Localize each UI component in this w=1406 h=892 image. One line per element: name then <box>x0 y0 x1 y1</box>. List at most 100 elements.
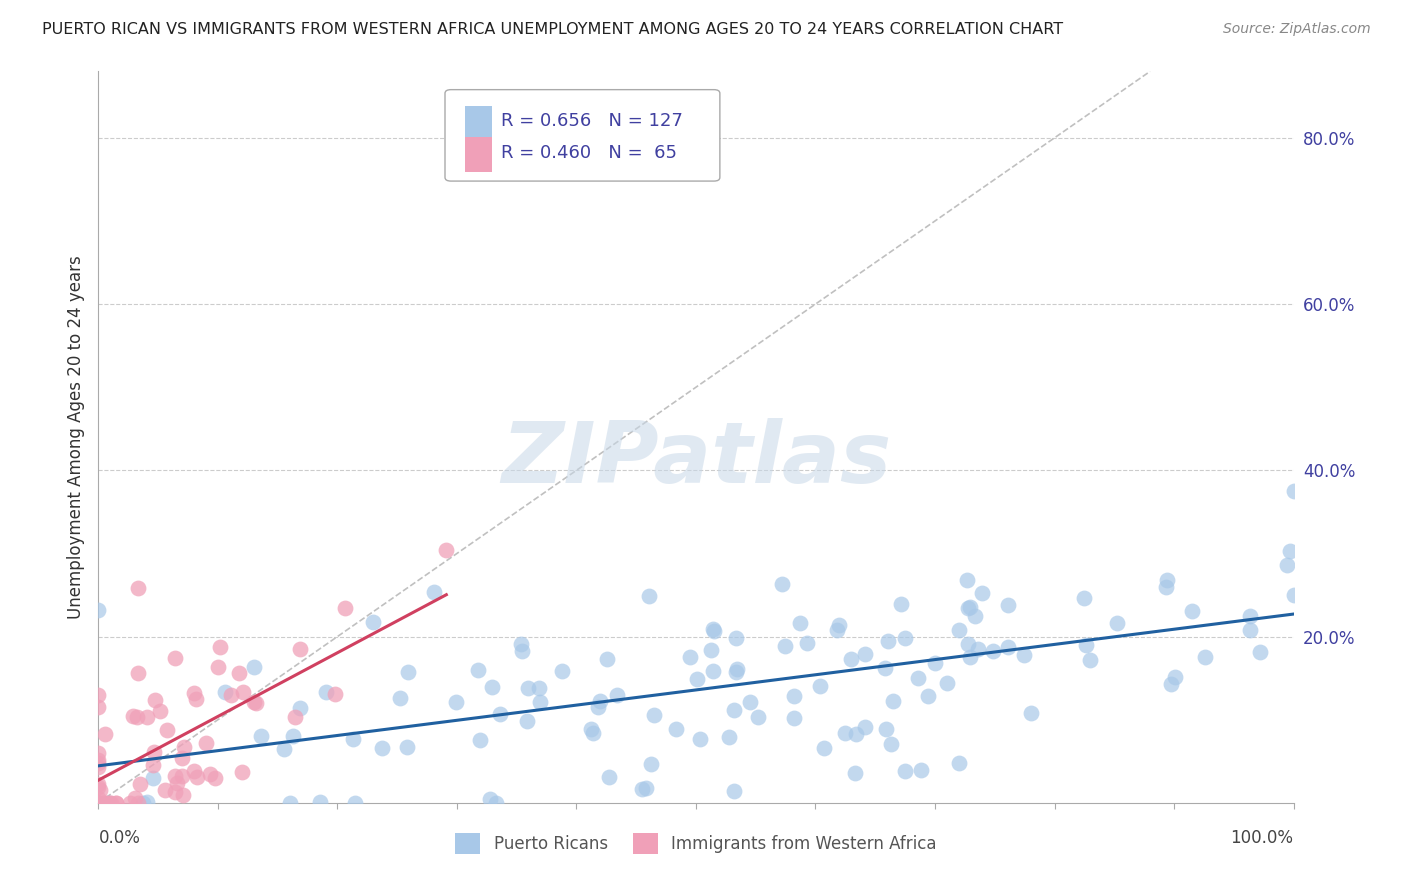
Point <box>679 650 702 665</box>
Point <box>1019 706 1042 721</box>
Point <box>813 741 835 756</box>
Point <box>579 723 602 737</box>
Point <box>875 722 897 736</box>
Point <box>231 765 253 780</box>
Point <box>880 737 903 751</box>
Point <box>956 637 979 651</box>
Point <box>598 770 620 784</box>
Point <box>770 577 793 591</box>
Point <box>967 642 990 657</box>
Point <box>87 603 110 617</box>
Legend: Puerto Ricans, Immigrants from Western Africa: Puerto Ricans, Immigrants from Western A… <box>449 827 943 860</box>
Point <box>959 599 981 614</box>
FancyBboxPatch shape <box>446 90 720 181</box>
Point <box>163 769 186 783</box>
Point <box>700 642 723 657</box>
Point <box>596 651 619 665</box>
Point <box>315 684 337 698</box>
Point <box>529 695 551 709</box>
Text: PUERTO RICAN VS IMMIGRANTS FROM WESTERN AFRICA UNEMPLOYMENT AMONG AGES 20 TO 24 : PUERTO RICAN VS IMMIGRANTS FROM WESTERN … <box>42 22 1063 37</box>
Point <box>808 679 831 693</box>
Point <box>87 796 110 810</box>
Point <box>643 707 665 722</box>
Point <box>124 791 146 805</box>
Point <box>724 665 747 680</box>
Point <box>434 543 457 558</box>
Point <box>478 792 501 806</box>
Point <box>207 660 229 674</box>
Point <box>825 623 848 637</box>
Point <box>165 650 187 665</box>
Point <box>637 590 659 604</box>
Point <box>796 636 818 650</box>
Point <box>87 688 110 702</box>
Point <box>444 695 467 709</box>
Point <box>396 739 419 754</box>
Text: R = 0.460   N =  65: R = 0.460 N = 65 <box>501 145 678 162</box>
FancyBboxPatch shape <box>465 137 492 172</box>
Point <box>104 796 127 810</box>
Point <box>783 690 806 704</box>
Point <box>145 693 167 707</box>
Point <box>956 574 979 588</box>
Point <box>87 796 110 810</box>
Text: 100.0%: 100.0% <box>1230 829 1294 847</box>
Point <box>342 732 364 747</box>
Point <box>1076 638 1098 652</box>
Point <box>738 695 761 709</box>
Point <box>702 622 724 636</box>
Point <box>100 796 122 810</box>
Point <box>87 777 110 791</box>
Point <box>87 796 110 810</box>
Point <box>589 694 612 708</box>
Point <box>87 760 110 774</box>
Text: 0.0%: 0.0% <box>98 829 141 847</box>
Point <box>87 780 110 794</box>
Point <box>981 644 1004 658</box>
Point <box>924 656 946 670</box>
Point <box>1164 670 1187 684</box>
Point <box>288 642 311 657</box>
Point <box>845 727 868 741</box>
Point <box>965 609 987 624</box>
Point <box>93 796 115 810</box>
Point <box>250 729 273 743</box>
Point <box>122 708 145 723</box>
Point <box>948 623 970 637</box>
Point <box>467 663 489 677</box>
Point <box>166 776 188 790</box>
Point <box>281 729 304 743</box>
Point <box>198 767 221 781</box>
Point <box>1282 483 1305 498</box>
Point <box>131 796 153 810</box>
Point <box>1249 644 1271 658</box>
Point <box>894 764 917 778</box>
Point <box>510 637 533 651</box>
Point <box>87 796 110 810</box>
Point <box>93 727 115 741</box>
Point <box>87 796 110 810</box>
Point <box>142 758 165 772</box>
Point <box>98 796 121 810</box>
Point <box>894 632 917 646</box>
Point <box>172 788 194 802</box>
Text: ZIPatlas: ZIPatlas <box>501 417 891 500</box>
Point <box>957 600 980 615</box>
Point <box>186 770 208 784</box>
Point <box>853 720 876 734</box>
Point <box>142 745 165 759</box>
Point <box>136 796 159 810</box>
Point <box>1078 652 1101 666</box>
Point <box>228 666 250 681</box>
Point <box>214 685 236 699</box>
Point <box>630 781 652 796</box>
Point <box>183 764 205 778</box>
Point <box>1073 591 1095 606</box>
Point <box>1156 573 1178 587</box>
Point <box>890 597 912 611</box>
Y-axis label: Unemployment Among Ages 20 to 24 years: Unemployment Among Ages 20 to 24 years <box>66 255 84 619</box>
Point <box>127 710 149 724</box>
Point <box>1194 649 1216 664</box>
Point <box>127 581 149 595</box>
Point <box>935 675 957 690</box>
